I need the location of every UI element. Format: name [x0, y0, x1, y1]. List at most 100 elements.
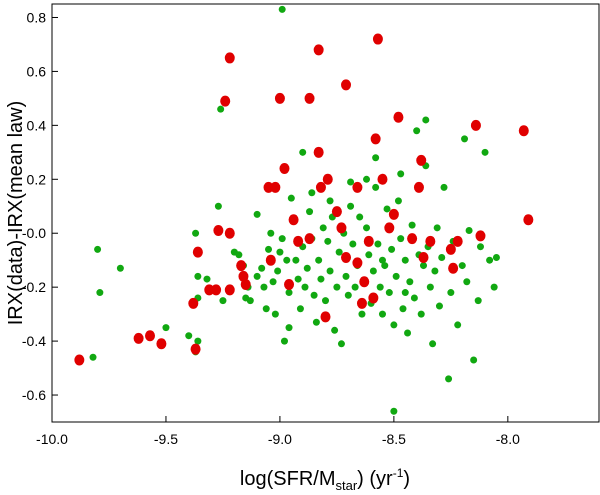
- red-point: [224, 52, 235, 64]
- red-point: [224, 284, 235, 296]
- green-point: [465, 227, 473, 235]
- green-point: [333, 283, 341, 291]
- green-point: [385, 289, 393, 297]
- green-point: [185, 332, 193, 340]
- green-point: [429, 340, 437, 348]
- red-point: [352, 257, 363, 269]
- green-point: [422, 116, 430, 124]
- green-point: [162, 324, 170, 332]
- red-point: [518, 125, 529, 137]
- green-point: [363, 175, 371, 183]
- red-point: [452, 235, 463, 247]
- axis-ticks: -10.0 -9.5 -9.0 -8.5 -8.0 -0.6 -0.4 -0.2 -0.0 0.2…: [22, 9, 520, 447]
- x-tick-label: -10.0: [36, 431, 68, 447]
- red-point: [341, 79, 352, 91]
- green-point: [342, 272, 350, 280]
- red-point: [74, 354, 85, 366]
- green-point: [458, 262, 466, 270]
- green-point: [285, 289, 293, 297]
- green-point: [431, 267, 439, 275]
- red-point: [368, 292, 379, 304]
- red-point: [370, 133, 381, 145]
- green-point: [331, 326, 339, 334]
- red-point: [352, 181, 363, 193]
- green-point: [335, 248, 343, 256]
- red-point: [320, 311, 331, 323]
- x-tick-label: -8.0: [496, 431, 520, 447]
- green-point: [265, 245, 273, 253]
- green-point: [235, 251, 243, 259]
- green-point: [317, 275, 325, 283]
- red-point: [190, 343, 201, 355]
- green-point: [376, 283, 384, 291]
- green-point: [271, 310, 279, 318]
- green-point: [94, 245, 102, 253]
- green-point: [420, 262, 428, 270]
- green-point: [269, 278, 277, 286]
- green-point: [390, 407, 398, 415]
- y-tick-label: 0.8: [27, 9, 47, 25]
- green-point: [390, 321, 398, 329]
- red-point: [448, 262, 459, 274]
- green-point: [363, 224, 371, 232]
- red-point: [445, 243, 456, 255]
- green-point: [287, 194, 295, 202]
- green-point: [433, 224, 441, 232]
- red-point: [279, 163, 290, 175]
- green-point: [280, 337, 288, 345]
- red-point: [523, 214, 534, 226]
- y-tick-label: -0.0: [22, 225, 46, 241]
- red-point: [475, 230, 486, 242]
- red-point: [274, 92, 285, 104]
- red-point: [313, 44, 324, 56]
- green-point: [358, 310, 366, 318]
- green-point: [306, 208, 314, 216]
- green-point: [438, 253, 446, 261]
- green-point: [337, 340, 345, 348]
- x-tick-label: -8.5: [382, 431, 406, 447]
- x-tick-label: -9.0: [268, 431, 292, 447]
- green-point: [369, 267, 377, 275]
- red-point: [240, 278, 251, 290]
- green-point: [454, 321, 462, 329]
- red-point: [211, 284, 222, 296]
- green-point: [347, 202, 355, 210]
- plot-frame: [51, 3, 600, 423]
- green-point: [194, 272, 202, 280]
- green-point: [404, 329, 412, 337]
- green-point: [410, 294, 418, 302]
- red-point: [372, 33, 383, 45]
- green-point: [294, 275, 302, 283]
- green-point: [356, 213, 364, 221]
- green-point: [262, 305, 270, 313]
- red-point: [133, 332, 144, 344]
- red-point: [425, 235, 436, 247]
- green-point: [406, 278, 414, 286]
- red-point: [213, 225, 224, 237]
- green-point: [285, 324, 293, 332]
- green-point: [392, 272, 400, 280]
- green-point: [214, 202, 222, 210]
- y-tick-label: -0.6: [22, 387, 46, 403]
- red-point: [192, 246, 203, 258]
- green-point: [463, 278, 471, 286]
- red-point: [470, 119, 481, 131]
- green-point: [351, 283, 359, 291]
- x-axis-title: log(SFR/Mstar) (yr-1): [240, 466, 410, 493]
- green-point: [116, 264, 124, 272]
- red-point: [293, 235, 304, 247]
- green-point: [253, 272, 261, 280]
- x-tick-label: -9.5: [154, 431, 178, 447]
- green-point: [301, 283, 309, 291]
- green-point: [374, 240, 382, 248]
- y-tick-label: -0.2: [22, 279, 46, 295]
- green-point: [408, 221, 416, 229]
- green-point: [326, 267, 334, 275]
- red-point: [270, 181, 281, 193]
- red-point: [377, 173, 388, 185]
- green-point: [461, 135, 469, 143]
- green-point: [246, 297, 254, 305]
- red-point: [341, 251, 352, 263]
- green-point: [89, 353, 97, 361]
